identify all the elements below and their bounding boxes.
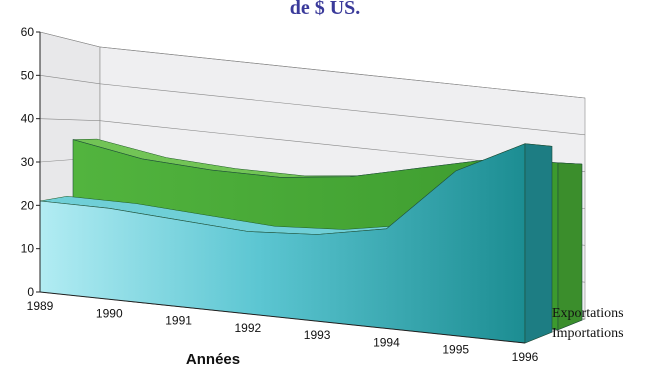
x-tick-label: 1992 bbox=[235, 321, 262, 335]
series-label: Exportations bbox=[552, 306, 624, 321]
x-tick-label: 1994 bbox=[373, 335, 400, 349]
y-tick-label: 50 bbox=[21, 68, 35, 82]
series-layer bbox=[39, 138, 583, 344]
x-tick-label: 1991 bbox=[165, 314, 192, 328]
x-tick-labels: 1989 1990 1991 1992 1993 1994 1995 1996 bbox=[27, 299, 539, 364]
y-tick-label: 30 bbox=[21, 155, 35, 169]
x-tick-label: 1995 bbox=[442, 343, 469, 357]
series-label: Importations bbox=[552, 326, 624, 341]
gridline bbox=[39, 75, 586, 136]
y-tick-label: 40 bbox=[21, 112, 35, 126]
chart-title: de $ US. bbox=[290, 0, 361, 19]
gridline bbox=[39, 31, 586, 99]
x-axis bbox=[39, 291, 526, 344]
x-tick-label: 1989 bbox=[27, 299, 54, 313]
x-axis-label: Années bbox=[186, 351, 240, 368]
y-tick-label: 0 bbox=[27, 285, 34, 299]
series-exportations-side bbox=[557, 162, 583, 331]
y-tick-label: 10 bbox=[21, 242, 35, 256]
y-tick-labels: 0 10 20 30 40 50 60 bbox=[21, 25, 40, 299]
y-tick-label: 60 bbox=[21, 25, 35, 39]
x-tick-label: 1990 bbox=[96, 306, 123, 320]
x-tick-label: 1993 bbox=[304, 328, 331, 342]
series-importations-side bbox=[524, 143, 553, 344]
gridline bbox=[39, 118, 586, 172]
x-tick-label: 1996 bbox=[512, 350, 539, 364]
y-tick-label: 20 bbox=[21, 198, 35, 212]
series-labels: Exportations Importations bbox=[552, 306, 624, 341]
